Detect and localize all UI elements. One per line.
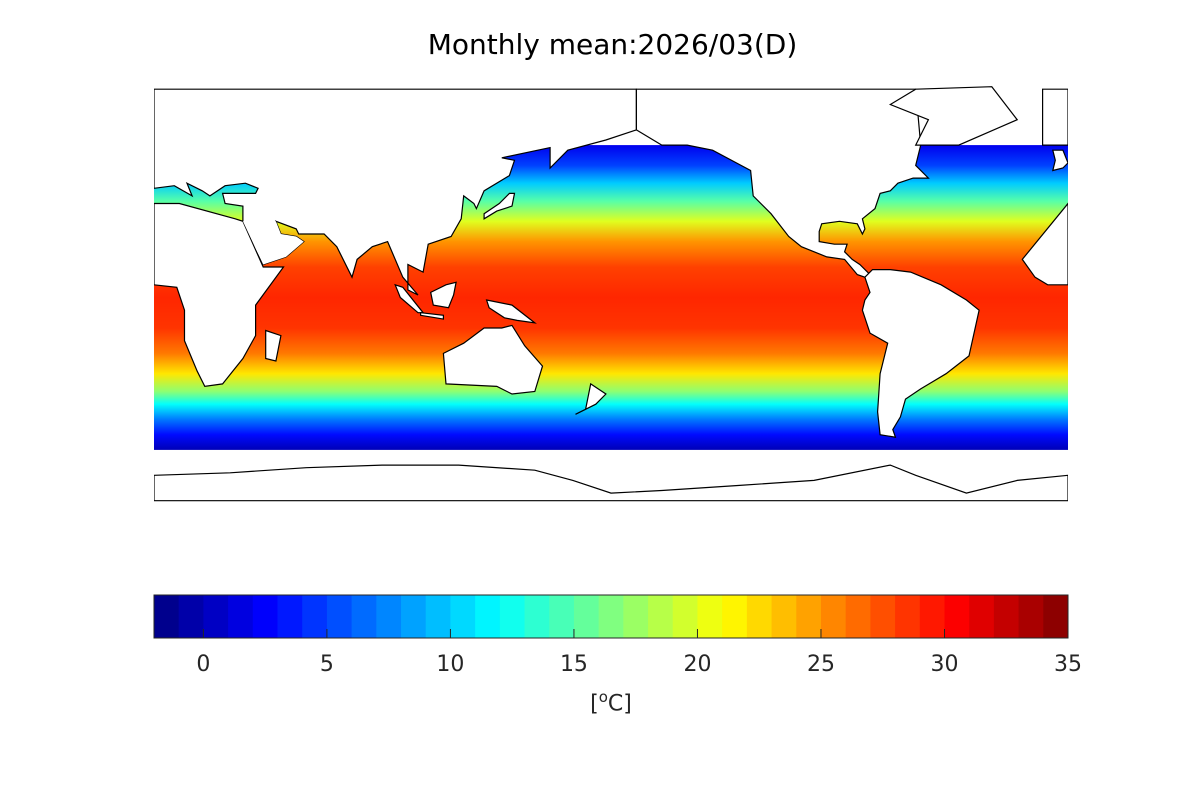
tick-label: 0 bbox=[196, 652, 211, 677]
colorbar-segment bbox=[178, 595, 204, 638]
tick-label: 25 bbox=[806, 652, 835, 677]
colorbar-segment bbox=[302, 595, 328, 638]
colorbar-segment bbox=[969, 595, 995, 638]
colorbar-segment bbox=[919, 595, 945, 638]
colorbar-segment bbox=[401, 595, 427, 638]
colorbar-segment bbox=[623, 595, 649, 638]
colorbar-segment bbox=[326, 595, 353, 638]
colorbar-segment bbox=[549, 595, 575, 638]
colorbar-segment bbox=[1018, 595, 1044, 638]
colorbar-segment bbox=[450, 595, 476, 638]
colorbar-segments bbox=[154, 595, 1069, 638]
land-australia bbox=[442, 324, 544, 395]
tick-label: 10 bbox=[436, 652, 465, 677]
land-africa-west bbox=[1021, 202, 1068, 286]
colorbar-segment bbox=[573, 595, 600, 638]
land-arabia-gap bbox=[242, 221, 304, 265]
land-madagascar bbox=[265, 329, 282, 362]
tick-label: 20 bbox=[683, 652, 712, 677]
colorbar-segment bbox=[870, 595, 896, 638]
colorbar-segment bbox=[598, 595, 624, 638]
colorbar-segment bbox=[475, 595, 501, 638]
colorbar-segment bbox=[203, 595, 229, 638]
colorbar-segment bbox=[845, 595, 871, 638]
tick-label: 35 bbox=[1054, 652, 1082, 677]
land-africa bbox=[154, 202, 285, 388]
colorbar-segment bbox=[672, 595, 698, 638]
land-south-america bbox=[861, 269, 980, 438]
land-europe-north bbox=[1041, 88, 1068, 146]
colorbar-segment bbox=[277, 595, 303, 638]
land-new-zealand bbox=[575, 382, 607, 415]
colorbar-segment bbox=[228, 595, 254, 638]
colorbar-segment bbox=[771, 595, 797, 638]
land-new-guinea bbox=[485, 299, 537, 324]
tick-label: 30 bbox=[930, 652, 959, 677]
land-japan bbox=[483, 192, 516, 220]
colorbar-segment bbox=[524, 595, 550, 638]
colorbar-segment bbox=[746, 595, 773, 638]
land-masses bbox=[154, 86, 1068, 502]
colorbar-segment bbox=[351, 595, 377, 638]
tick-label: 15 bbox=[559, 652, 588, 677]
tick-label: 5 bbox=[319, 652, 334, 677]
colorbar-segment bbox=[499, 595, 526, 638]
colorbar-segment bbox=[425, 595, 451, 638]
colorbar-segment bbox=[722, 595, 748, 638]
map-title: Monthly mean:2026/03(D) bbox=[427, 28, 798, 61]
sst-map bbox=[154, 86, 1068, 502]
colorbar-tick-marks bbox=[202, 629, 1069, 638]
colorbar-frame bbox=[153, 594, 1069, 639]
land-north-america bbox=[635, 88, 930, 278]
land-uk bbox=[1051, 149, 1068, 172]
land-borneo bbox=[430, 281, 457, 309]
colorbar-segment bbox=[154, 595, 180, 638]
land-greenland bbox=[888, 86, 1019, 146]
land-antarctica bbox=[154, 464, 1068, 502]
colorbar-segment bbox=[993, 595, 1020, 638]
colorbar-segment bbox=[697, 595, 723, 638]
colorbar-segment bbox=[944, 595, 970, 638]
land-java bbox=[420, 312, 444, 320]
colorbar-segment bbox=[376, 595, 402, 638]
colorbar-segment bbox=[895, 595, 921, 638]
colorbar-unit-label: [oC] bbox=[590, 688, 632, 717]
colorbar bbox=[153, 594, 1069, 639]
colorbar-segment bbox=[252, 595, 279, 638]
colorbar-segment bbox=[648, 595, 674, 638]
colorbar-segment bbox=[1043, 595, 1069, 638]
colorbar-segment bbox=[820, 595, 847, 638]
colorbar-segment bbox=[796, 595, 822, 638]
